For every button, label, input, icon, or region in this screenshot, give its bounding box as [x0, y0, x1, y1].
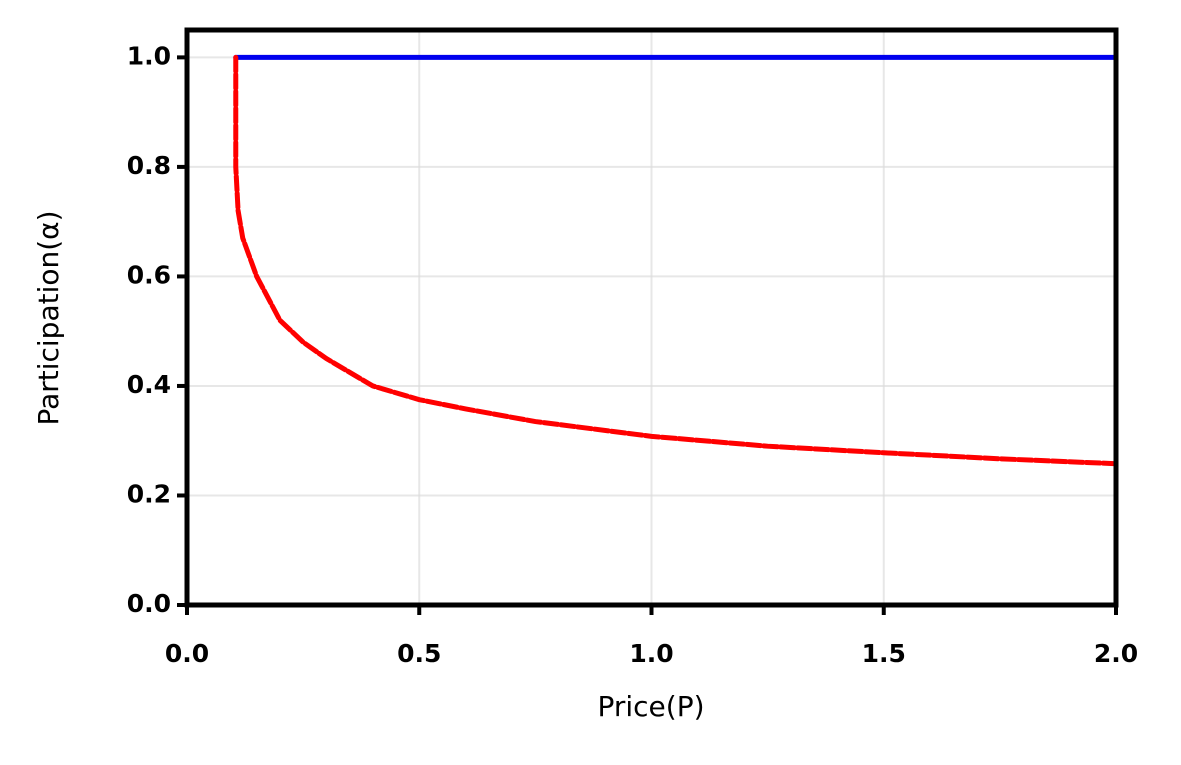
y-axis-label: Participation(α) [32, 210, 65, 425]
x-axis-label: Price(P) [597, 690, 704, 723]
y-tick-label: 0.0 [127, 589, 171, 618]
x-tick-label: 0.5 [397, 639, 441, 668]
x-tick-label: 1.5 [862, 639, 906, 668]
y-tick-label: 0.8 [127, 151, 171, 180]
y-tick-label: 0.4 [127, 370, 171, 399]
x-tick-label: 0.0 [165, 639, 209, 668]
y-tick-label: 0.6 [127, 260, 171, 289]
x-tick-label: 2.0 [1094, 639, 1138, 668]
y-tick-label: 1.0 [127, 41, 171, 70]
y-tick-label: 0.2 [127, 479, 171, 508]
line-series [233, 54, 1119, 467]
x-tick-label: 1.0 [629, 639, 673, 668]
plot-frame [184, 27, 1119, 608]
